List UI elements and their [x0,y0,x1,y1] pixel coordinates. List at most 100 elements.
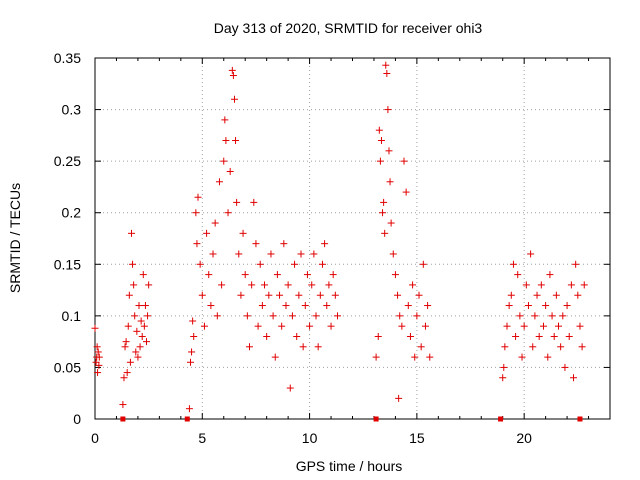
data-point [383,69,391,77]
zero-markers [120,416,583,422]
data-point [576,322,584,330]
data-point [137,317,145,325]
data-point [314,343,322,351]
data-point [516,312,524,320]
data-point [232,137,240,145]
data-point [400,157,408,165]
data-point [220,157,228,165]
data-point [222,137,230,145]
data-point [224,209,232,217]
data-point [124,322,132,330]
data-point [261,281,269,289]
data-point [507,291,515,299]
data-point [284,281,292,289]
data-point [325,281,333,289]
data-point [131,312,139,320]
y-tick-label: 0.2 [62,205,82,221]
data-point [321,240,329,248]
y-tick-label: 0 [73,411,81,427]
data-point [527,250,535,258]
data-point [409,281,417,289]
data-point [254,322,262,330]
data-point [194,193,202,201]
data-point [424,302,432,310]
x-tick-label: 20 [516,430,532,446]
data-point [402,188,410,196]
data-point [139,271,147,279]
data-point [143,338,150,346]
data-point [318,260,326,268]
data-point [394,291,402,299]
data-point [230,95,238,103]
data-point [537,281,545,289]
data-point [295,291,303,299]
data-point [372,353,380,361]
data-point [559,312,567,320]
data-point [132,348,140,356]
data-point [329,271,337,279]
data-point [243,312,251,320]
x-tick-label: 15 [409,430,425,446]
data-point [548,312,556,320]
data-point [91,324,99,332]
data-point [303,271,311,279]
data-point [544,353,552,361]
data-point [398,322,406,330]
data-point [514,271,522,279]
data-point [263,332,271,340]
data-point [395,394,403,402]
data-point [327,322,335,330]
data-point [94,348,102,356]
data-point [215,178,223,186]
x-tick-label: 10 [302,430,318,446]
data-point [120,374,128,382]
data-point [94,369,102,377]
data-point [122,338,130,346]
data-point [522,281,530,289]
data-point [387,219,395,227]
data-point [421,322,429,330]
y-tick-label: 0.25 [54,153,81,169]
data-point [228,66,236,74]
data-point [310,250,318,258]
data-point [196,260,204,268]
zero-marker [577,416,583,422]
zero-marker [373,416,379,422]
y-tick-label: 0.35 [54,50,81,66]
data-point [578,343,586,351]
x-tick-label: 5 [198,430,206,446]
data-point [186,358,194,366]
data-point [205,271,213,279]
plot-frame [94,57,611,420]
data-point [297,250,305,258]
data-point [193,240,201,248]
data-point [533,291,541,299]
y-axis-title: SRMTID / TECUs [7,183,23,293]
data-point [269,312,277,320]
data-point [256,260,264,268]
data-point [529,343,537,351]
data-point [404,302,412,310]
data-point [291,260,299,268]
data-point [273,271,281,279]
data-point [505,302,513,310]
data-point [93,343,101,351]
plot-border [94,57,611,420]
data-point [134,353,142,361]
data-point [419,260,427,268]
data-point [384,106,392,114]
data-point [565,332,573,340]
data-point [133,327,141,335]
zero-marker [184,416,190,422]
data-point [301,302,309,310]
data-point [130,281,138,289]
data-point [580,281,588,289]
data-point [386,178,394,186]
y-tick-label: 0.05 [54,359,81,375]
data-point [127,229,135,237]
data-point [252,240,260,248]
data-point [95,353,103,361]
data-point [381,229,389,237]
data-point [520,322,528,330]
